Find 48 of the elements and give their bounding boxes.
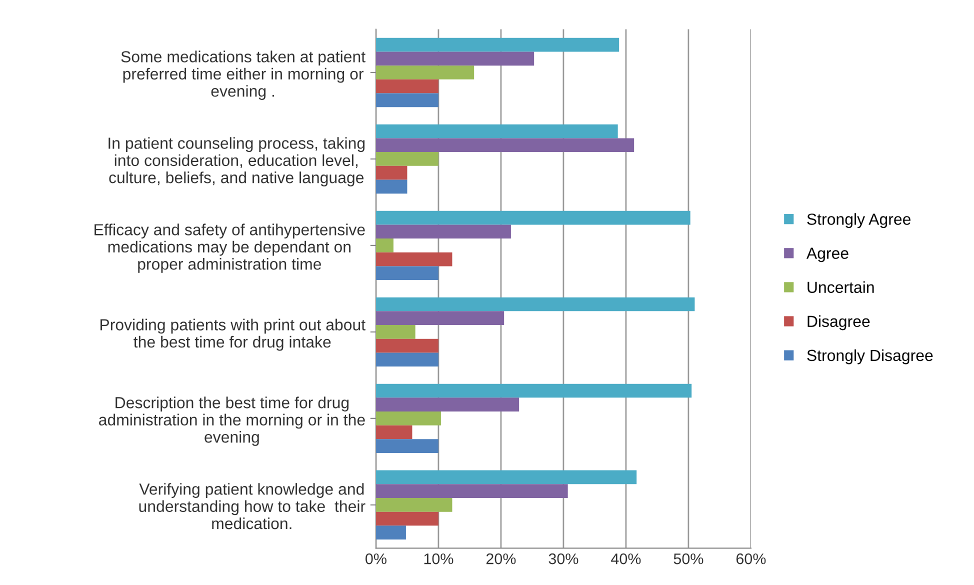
y-tick-label: Verifying patient knowledge and understanding how to take their medication.	[139, 483, 366, 530]
y-tick-label: In patient counseling process, taking into consideration, education level, culture, beliefs, and native language	[108, 137, 365, 186]
bar	[376, 52, 534, 66]
bar	[376, 325, 416, 339]
x-tick-label: 30%	[548, 553, 578, 564]
y-tick-label: Description the best time for drug administration in the morning or in the evening	[99, 396, 365, 446]
bar	[376, 152, 438, 166]
y-tick-label: Some medications taken at patient preferred time either in morning or evening .	[121, 50, 366, 100]
y-tick-label: Efficacy and safety of antihypertensive medications may be dependant on proper administration time	[94, 224, 365, 273]
bar	[376, 311, 504, 326]
bar	[376, 352, 438, 367]
x-tick-label: 20%	[486, 553, 516, 564]
bar	[376, 425, 412, 440]
x-tick-label: 10%	[424, 553, 454, 564]
legend-label: Disagree	[808, 315, 870, 330]
bar	[376, 512, 438, 526]
legend-label: Agree	[806, 248, 848, 262]
legend-label: Strongly Agree	[807, 213, 911, 228]
bar	[376, 384, 692, 398]
bar	[376, 124, 618, 138]
bar	[376, 266, 438, 280]
bar	[376, 297, 695, 312]
x-tick-label: 50%	[674, 553, 704, 564]
y-tick-label: Providing patients with print out about the best time for drug intake	[100, 318, 366, 351]
bar	[376, 484, 568, 498]
bar	[376, 66, 474, 80]
x-tick-label: 0%	[366, 553, 386, 564]
legend-label: Strongly Disagree	[807, 349, 933, 364]
bar	[376, 338, 438, 353]
bar	[376, 38, 620, 52]
bar	[376, 498, 452, 512]
x-tick-label: 40%	[611, 553, 641, 564]
bar	[376, 238, 394, 252]
bar	[376, 526, 406, 540]
bar	[376, 224, 511, 239]
bar	[376, 138, 634, 152]
legend-label: Uncertain	[808, 281, 874, 293]
bar	[376, 210, 690, 225]
bar	[376, 412, 441, 426]
bar	[376, 439, 438, 454]
bar	[376, 79, 438, 94]
bar	[376, 180, 408, 194]
bar	[376, 166, 408, 180]
bar	[376, 93, 438, 108]
bar	[376, 398, 520, 412]
x-tick-label: 60%	[736, 553, 766, 564]
bar	[376, 470, 637, 484]
bar	[376, 252, 452, 266]
